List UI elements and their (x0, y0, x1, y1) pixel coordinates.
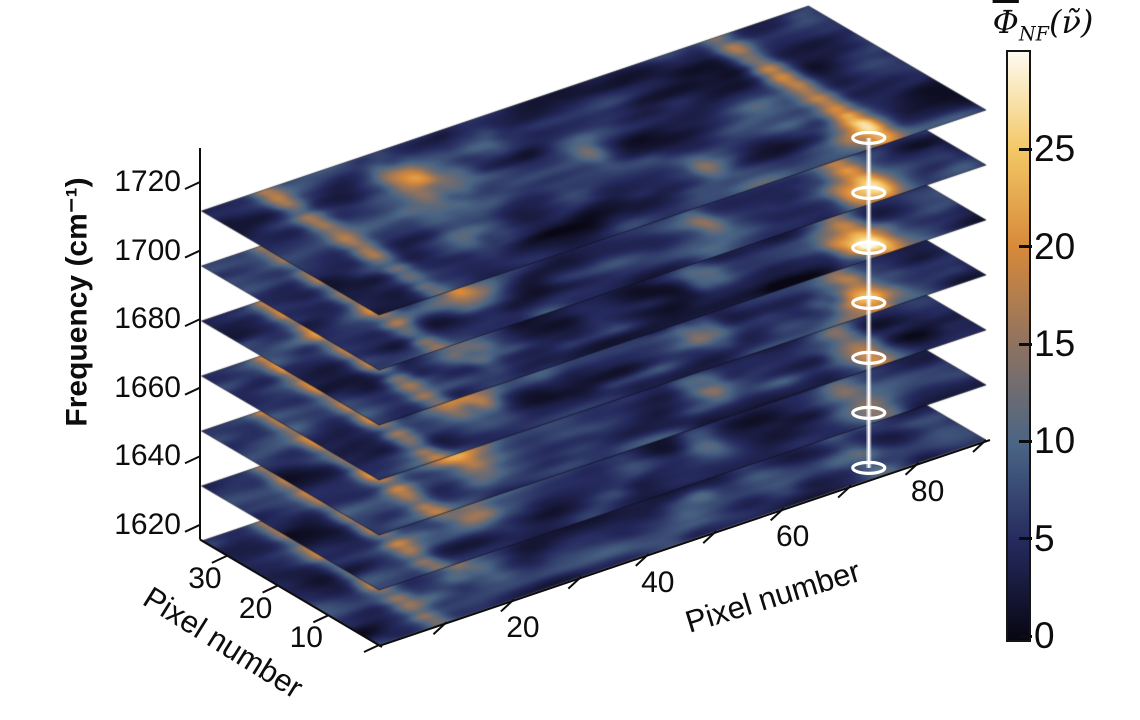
marker-ellipse (851, 295, 887, 310)
x-pixel-axis-line (378, 439, 991, 647)
frequency-tick (184, 523, 201, 533)
frequency-tick (184, 249, 201, 259)
marker-ellipse (851, 185, 887, 200)
x-pixel-tick (500, 598, 515, 613)
marker-ellipse (851, 240, 887, 255)
frequency-tick (184, 455, 201, 465)
frequency-tick (184, 386, 201, 396)
y-pixel-tick (262, 584, 278, 594)
x-pixel-tick (567, 575, 583, 590)
y-pixel-axis-line (199, 538, 383, 648)
frequency-tick (184, 318, 201, 328)
marker-ellipse (851, 405, 887, 420)
frequency-tick (184, 181, 201, 190)
marker-line-group (851, 130, 887, 475)
x-pixel-tick (432, 621, 448, 635)
marker-ellipse (851, 350, 887, 365)
x-pixel-tick (769, 507, 785, 522)
y-pixel-tick (363, 644, 380, 653)
y-pixel-tick (211, 554, 228, 564)
x-pixel-tick (972, 439, 987, 453)
x-pixel-tick (837, 484, 852, 499)
y-pixel-tick (312, 614, 329, 624)
marker-ellipse (851, 460, 887, 475)
x-pixel-tick (904, 462, 920, 476)
tick-marks-group (184, 181, 987, 653)
x-pixel-tick (702, 530, 717, 544)
marker-ellipse (851, 130, 887, 145)
x-pixel-tick (635, 553, 650, 567)
